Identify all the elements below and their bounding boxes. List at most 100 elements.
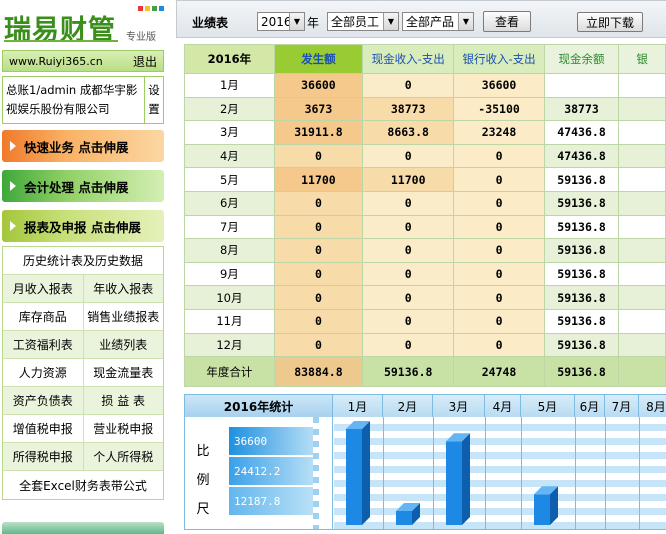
cell-extra: [618, 308, 666, 334]
cell-cash: 0: [362, 261, 455, 287]
plot-area: [334, 417, 666, 529]
cell-fs: 0: [273, 308, 364, 334]
cell-fs: 31911.8: [273, 120, 364, 145]
section-toggle-button[interactable]: 会计处理 点击伸展: [2, 170, 164, 202]
cell-month: 2月: [184, 96, 275, 122]
table-row: 2月 3673 38773 -35100 38773: [184, 96, 666, 122]
cell-fs: 0: [273, 332, 364, 358]
cell-month: 1月: [184, 73, 275, 98]
cell-cash: 38773: [362, 96, 455, 122]
scale-label: 比例尺: [195, 437, 211, 524]
account-box: 总账1/admin 成都华宇影视娱乐股份有限公司 设置: [2, 76, 164, 124]
menu-item[interactable]: 所得税申报: [12, 450, 73, 464]
year-select[interactable]: 2016 ▼: [257, 12, 305, 31]
cell-bank: 0: [453, 308, 545, 334]
cell-bank: 0: [453, 214, 545, 240]
cell-bal: 59136.8: [543, 238, 620, 263]
menu-item[interactable]: 资产负债表: [12, 394, 73, 408]
scale-value: 24412.2: [229, 457, 319, 485]
cell-extra: [618, 143, 666, 169]
menu-item[interactable]: 个人所得税: [82, 443, 164, 470]
header-bank-balance: 银: [618, 44, 666, 74]
bar-side: [362, 421, 370, 525]
menu-item[interactable]: 月收入报表: [12, 282, 73, 296]
menu-item[interactable]: 损 益 表: [82, 387, 164, 414]
menu-item[interactable]: 历史统计表及历史数据: [22, 254, 143, 268]
cell-fs: 0: [273, 261, 364, 287]
menu-row: 库存商品 销售业绩报表: [3, 303, 163, 331]
header-cash-balance: 现金余额: [543, 44, 620, 74]
logo-dot: [159, 6, 164, 11]
bar-front: [346, 429, 362, 525]
cell-bal: 59136.8: [543, 285, 620, 310]
plot-column: [434, 417, 486, 529]
main-panel: 业绩表 2016 ▼ 年 全部员工 ▼ 全部产品 ▼ 查看 立即下载 2016年…: [176, 0, 666, 534]
cell-cash: 0: [362, 285, 455, 310]
cell-extra: [618, 332, 666, 358]
cell-bank: -35100: [453, 96, 545, 122]
scale-label-char: 比: [196, 444, 210, 459]
chevron-down-icon[interactable]: ▼: [289, 13, 304, 30]
menu-item[interactable]: 业绩列表: [82, 331, 164, 358]
cell-cash: 0: [362, 214, 455, 240]
table-row: 11月 0 0 0 59136.8: [184, 308, 666, 334]
cell-fs: 36600: [273, 73, 364, 98]
product-select[interactable]: 全部产品 ▼: [402, 12, 474, 31]
download-button[interactable]: 立即下载: [577, 12, 643, 32]
section-label: 快速业务 点击伸展: [24, 139, 129, 155]
performance-table: 2016年 发生额 现金收入-支出 银行收入-支出 现金余额 银 1月 36600…: [184, 44, 666, 388]
bar-side: [462, 433, 470, 525]
cell-cash: 0: [362, 190, 455, 216]
chart-scale: 比例尺 36600 24412.2 12187.8: [185, 417, 333, 529]
cell-fs: 0: [273, 285, 364, 310]
menu-item[interactable]: 增值税申报: [12, 422, 73, 436]
cell-extra: [618, 190, 666, 216]
sidebar: 瑞易财管 专业版 www.Ruiyi365.cn 退出 总账1/admin 成都…: [0, 0, 166, 534]
staff-select-value: 全部员工: [331, 15, 380, 29]
chart-month-label: 8月: [639, 395, 666, 417]
menu-row: 人力资源 现金流量表: [3, 359, 163, 387]
header-cash-net: 现金收入-支出: [362, 44, 455, 74]
chevron-down-icon[interactable]: ▼: [383, 13, 398, 30]
menu-item[interactable]: 营业税申报: [82, 415, 164, 442]
bar-front: [446, 441, 462, 525]
cell-bal: 59136.8: [543, 190, 620, 216]
cell-extra: [618, 96, 666, 122]
sidebar-bottom-bar[interactable]: [2, 522, 164, 534]
cell-extra: [618, 214, 666, 240]
edition-label: 专业版: [126, 32, 156, 43]
section-toggle-button[interactable]: 报表及申报 点击伸展: [2, 210, 164, 242]
cell-fs: 0: [273, 143, 364, 169]
section-label: 报表及申报 点击伸展: [24, 219, 141, 235]
menu-item[interactable]: 销售业绩报表: [82, 303, 164, 330]
site-url[interactable]: www.Ruiyi365.cn: [9, 54, 103, 68]
bar-top: [446, 433, 470, 442]
menu-item[interactable]: 人力资源: [18, 366, 67, 380]
plot-column: [576, 417, 606, 529]
cell-extra: [618, 120, 666, 145]
menu-item[interactable]: 工资福利表: [12, 338, 73, 352]
menu-item[interactable]: 年收入报表: [82, 275, 164, 302]
menu-row: 全套Excel财务表带公式: [3, 471, 163, 499]
logout-button[interactable]: 退出: [132, 54, 157, 69]
cell-extra: [618, 285, 666, 310]
staff-select[interactable]: 全部员工 ▼: [327, 12, 399, 31]
cell-bal: 59136.8: [543, 167, 620, 192]
menu-item[interactable]: 现金流量表: [82, 359, 164, 386]
menu-item[interactable]: 库存商品: [18, 310, 67, 324]
table-row: 10月 0 0 0 59136.8: [184, 285, 666, 310]
bar-top: [346, 421, 370, 429]
header-bank-net: 银行收入-支出: [453, 44, 545, 74]
cell-extra: [618, 238, 666, 263]
product-select-value: 全部产品: [406, 15, 455, 29]
triangle-right-icon: [10, 221, 16, 231]
settings-button[interactable]: 设置: [148, 83, 160, 116]
menu-item[interactable]: 全套Excel财务表带公式: [19, 478, 147, 493]
cell-bal: 59136.8: [543, 214, 620, 240]
cell-bank: 0: [453, 261, 545, 287]
chevron-down-icon[interactable]: ▼: [458, 13, 473, 30]
section-toggle-button[interactable]: 快速业务 点击伸展: [2, 130, 164, 162]
cell-month: 7月: [184, 214, 275, 240]
query-button[interactable]: 查看: [483, 11, 531, 32]
header-year: 2016年: [184, 44, 275, 74]
